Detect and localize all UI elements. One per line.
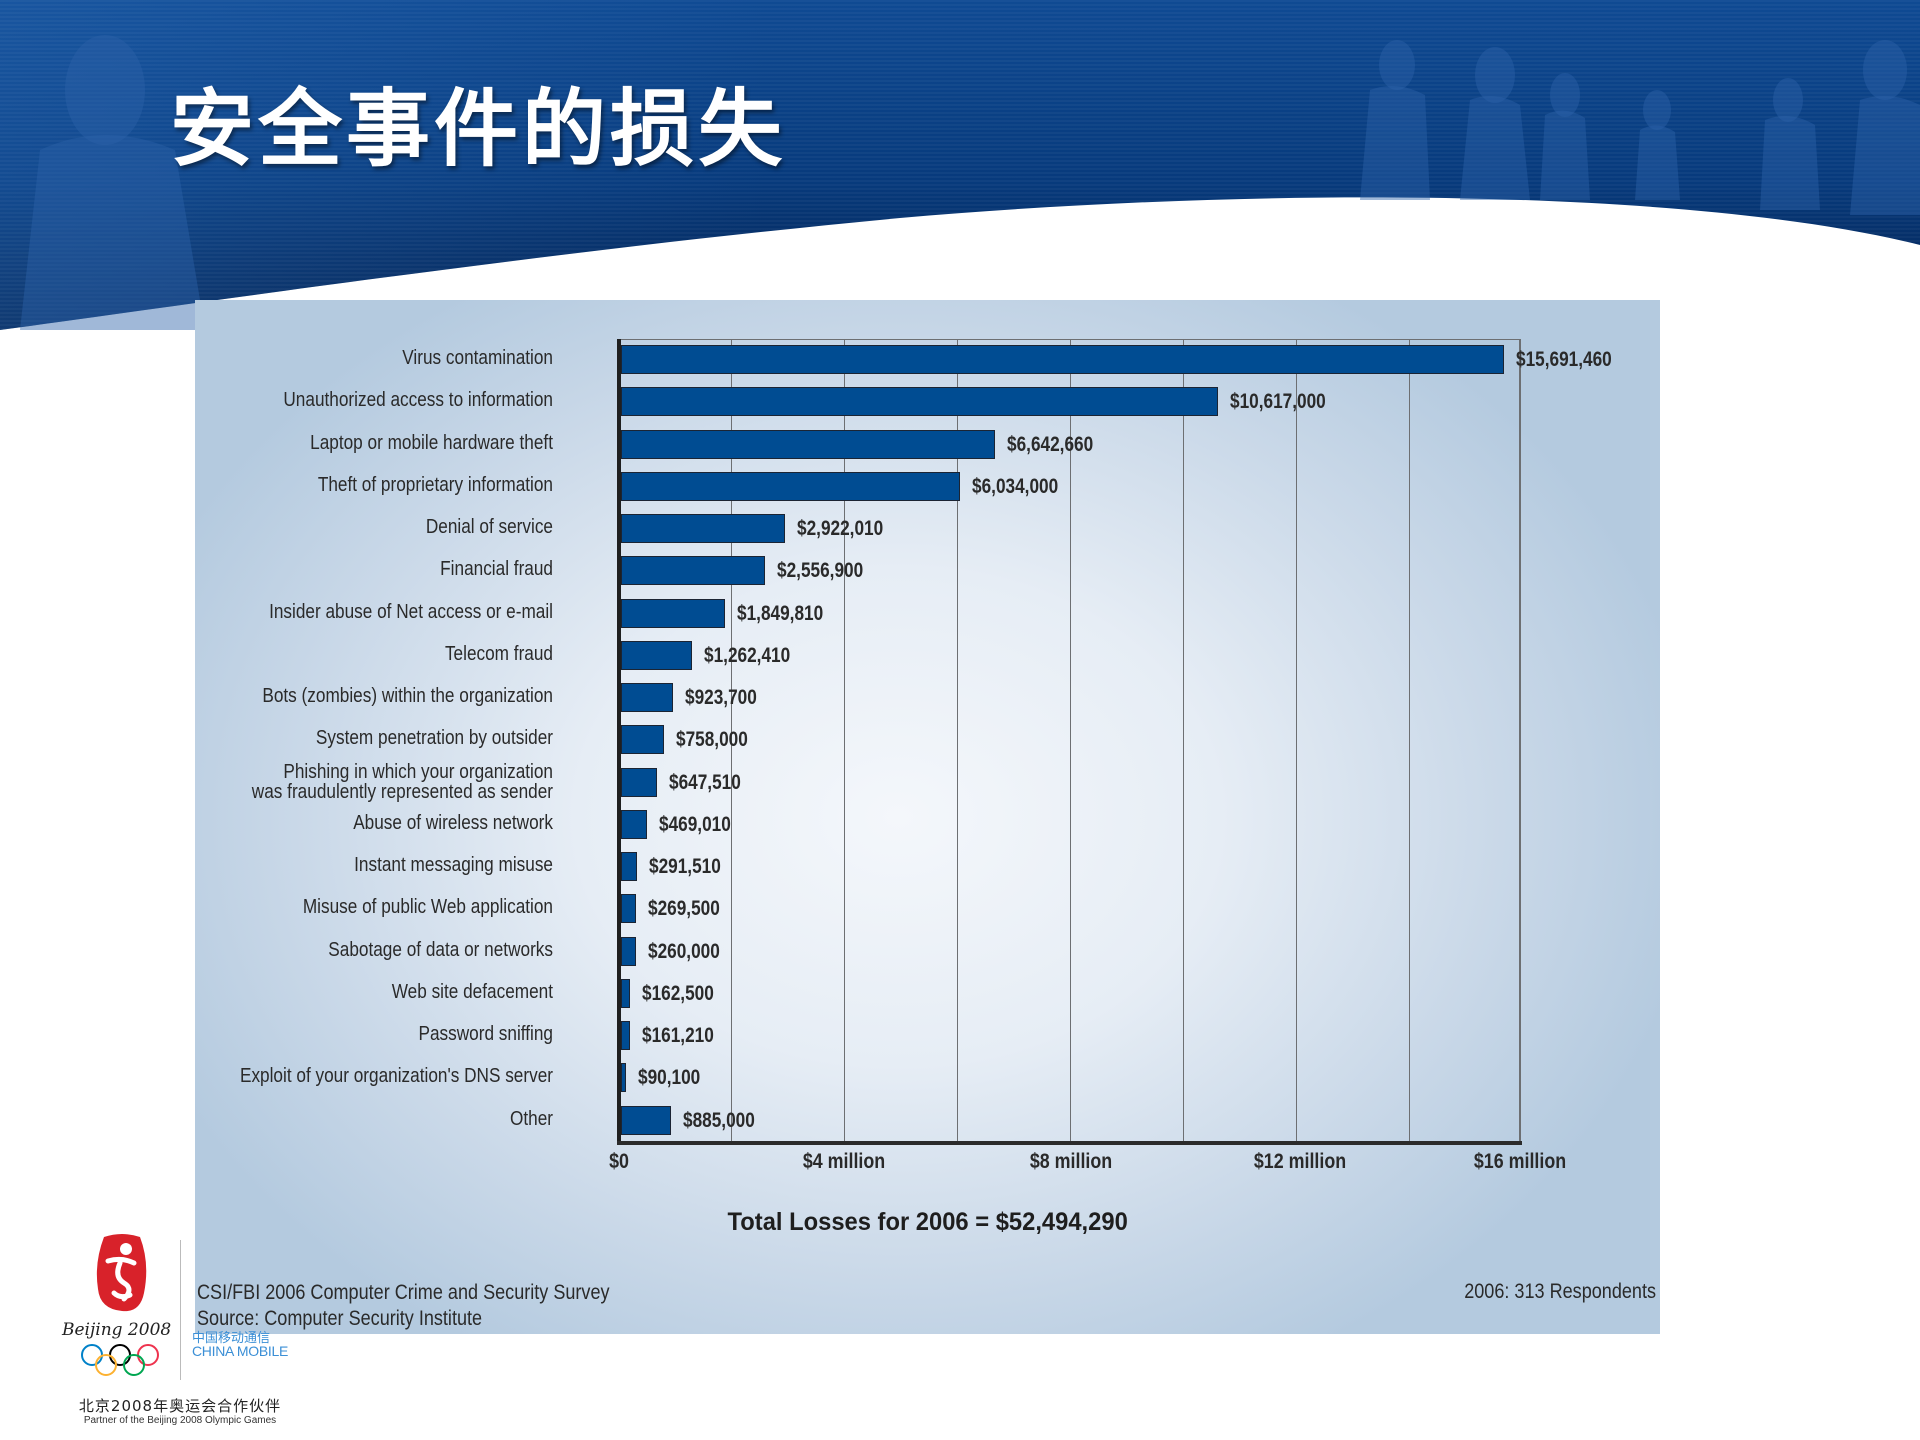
- bar-value-label: $1,849,810: [737, 601, 824, 625]
- bar-category-label: Financial fraud: [440, 558, 553, 581]
- bar-value-label: $469,010: [659, 812, 732, 836]
- bar-value-label: $162,500: [642, 981, 714, 1005]
- bar: [621, 1105, 671, 1135]
- bar-value-label: $269,500: [648, 897, 720, 921]
- x-tick-label: $0: [609, 1150, 629, 1173]
- china-mobile-cn: 中国移动通信: [192, 1331, 271, 1346]
- bar: [621, 640, 692, 670]
- bar-value-label: $2,922,010: [797, 517, 884, 540]
- bar: [621, 683, 673, 712]
- bar-category-label: Misuse of public Web application: [302, 896, 553, 919]
- bar-value-label: $923,700: [684, 686, 757, 709]
- bar: [621, 514, 786, 543]
- bar-value-label: $1,262,410: [704, 643, 791, 667]
- x-tick-label: $8 million: [1029, 1150, 1113, 1173]
- bar-category-label: Sabotage of data or networks: [328, 938, 553, 961]
- bar-category-label: Exploit of your organization's DNS serve…: [239, 1065, 553, 1088]
- bar-value-label: $2,556,900: [776, 559, 864, 583]
- bar: [621, 345, 1504, 374]
- chart-source: CSI/FBI 2006 Computer Crime and Security…: [197, 1280, 677, 1332]
- gridline: [1409, 339, 1410, 1142]
- gridline: [844, 339, 845, 1142]
- sponsor-logos: Beijing 2008 中国移动通信 CHINA MOBILE 北京2008年…: [50, 1225, 310, 1435]
- bar: [621, 1021, 631, 1050]
- total-losses-text: Total Losses for 2006 = $52,494,290: [727, 1208, 1128, 1236]
- bar-value-label: $161,210: [642, 1024, 714, 1047]
- bar: [621, 852, 638, 881]
- partner-text-en: Partner of the Beijing 2008 Olympic Game…: [83, 1415, 277, 1426]
- bar-category-label: Theft of proprietary information: [317, 473, 553, 496]
- bar: [621, 598, 726, 628]
- bar: [621, 429, 995, 459]
- bar-category-label: System penetration by outsider: [315, 727, 553, 750]
- survey-title: CSI/FBI 2006 Computer Crime and Security…: [197, 1281, 610, 1304]
- bar-category-label: Virus contamination: [402, 347, 553, 369]
- bar: [621, 767, 658, 797]
- bar-value-label: $260,000: [647, 939, 720, 963]
- bar: [621, 809, 648, 839]
- gridline: [731, 339, 732, 1142]
- bar: [621, 936, 636, 966]
- x-tick-label: $16 million: [1473, 1150, 1567, 1173]
- bar-value-label: $10,617,000: [1230, 390, 1326, 414]
- x-axis-line: [617, 1141, 1522, 1145]
- bar: [621, 387, 1219, 417]
- bar-category-label: Bots (zombies) within the organization: [262, 685, 553, 707]
- plot-frame-right: [1519, 339, 1521, 1142]
- bar-category-label: Abuse of wireless network: [353, 811, 553, 834]
- bar-value-label: $885,000: [682, 1108, 755, 1132]
- source-credit: Source: Computer Security Institute: [197, 1307, 483, 1330]
- slide-title: 安全事件的损失: [170, 80, 787, 178]
- olympic-rings-icon: [81, 1344, 159, 1376]
- bar-category-label: Telecom fraud: [444, 642, 553, 665]
- china-mobile-en: CHINA MOBILE: [192, 1343, 288, 1359]
- total-losses: Total Losses for 2006 = $52,494,290: [195, 1208, 1660, 1237]
- bar: [621, 894, 637, 924]
- header-background: [0, 0, 1920, 420]
- bar-category-label: Other: [509, 1107, 553, 1130]
- bar: [621, 471, 961, 501]
- gridline: [957, 339, 958, 1142]
- beijing-2008-text: Beijing 2008: [62, 1320, 172, 1340]
- logo-divider: [180, 1240, 181, 1380]
- bar-category-label: Instant messaging misuse: [354, 854, 553, 876]
- bar-category-label: Laptop or mobile hardware theft: [310, 431, 553, 454]
- bar-category-label: Password sniffing: [418, 1023, 553, 1045]
- plot-area: [617, 339, 1522, 1145]
- bar-value-label: $15,691,460: [1515, 348, 1612, 371]
- y-axis-line: [617, 339, 621, 1145]
- bar: [621, 978, 631, 1008]
- partner-text-cn: 北京2008年奥运会合作伙伴: [78, 1397, 282, 1415]
- bar-category-label: Web site defacement: [391, 980, 553, 1003]
- bar-value-label: $6,034,000: [972, 474, 1059, 498]
- bar-value-label: $758,000: [675, 728, 748, 752]
- bar-value-label: $291,510: [649, 855, 722, 878]
- bar-value-label: $647,510: [669, 770, 742, 794]
- chart-panel: Virus contamination $15,691,460 Unauthoriz…: [195, 300, 1660, 1334]
- respondents-note: 2006: 313 Respondents: [1464, 1280, 1656, 1303]
- x-tick-label: $4 million: [802, 1150, 886, 1173]
- x-tick-label: $12 million: [1253, 1150, 1347, 1173]
- gridline: [1183, 339, 1184, 1142]
- gridline: [1070, 339, 1071, 1142]
- bar-value-label: $90,100: [638, 1066, 701, 1090]
- bar-category-label: Denial of service: [425, 516, 553, 538]
- bar-category-label: Insider abuse of Net access or e-mail: [269, 600, 553, 623]
- bar-category-label: Phishing in which your organization was …: [251, 760, 553, 803]
- beijing-2008-emblem-icon: [96, 1234, 147, 1312]
- bar-category-label: Unauthorized access to information: [283, 389, 553, 412]
- gridline: [1296, 339, 1297, 1142]
- bar: [621, 725, 664, 755]
- bar-value-label: $6,642,660: [1006, 432, 1093, 456]
- bar: [621, 1063, 627, 1093]
- bar: [621, 556, 765, 586]
